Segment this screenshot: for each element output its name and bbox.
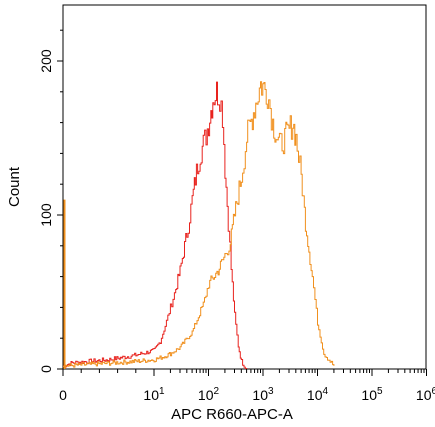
y-tick-label: 100 <box>38 203 54 227</box>
histogram-series-1 <box>63 81 248 369</box>
x-tick-label: 104 <box>307 386 329 403</box>
y-axis-title: Count <box>6 166 23 207</box>
axis-ticks <box>57 29 427 376</box>
tick-labels: 0 100 200 0 101 102 103 104 105 106 <box>38 49 435 403</box>
histogram-series-2 <box>63 81 335 369</box>
plot-frame <box>62 4 427 370</box>
x-tick-label: 105 <box>361 386 383 403</box>
y-tick-label: 200 <box>38 49 54 73</box>
x-tick-label: 0 <box>59 387 67 403</box>
x-tick-label: 103 <box>252 386 274 403</box>
y-tick-label: 0 <box>38 365 54 373</box>
histogram-series <box>63 81 335 369</box>
x-tick-label: 102 <box>198 386 220 403</box>
x-tick-label: 101 <box>143 386 165 403</box>
x-tick-label: 106 <box>416 386 435 403</box>
x-axis-title: APC R660-APC-A <box>171 406 293 423</box>
